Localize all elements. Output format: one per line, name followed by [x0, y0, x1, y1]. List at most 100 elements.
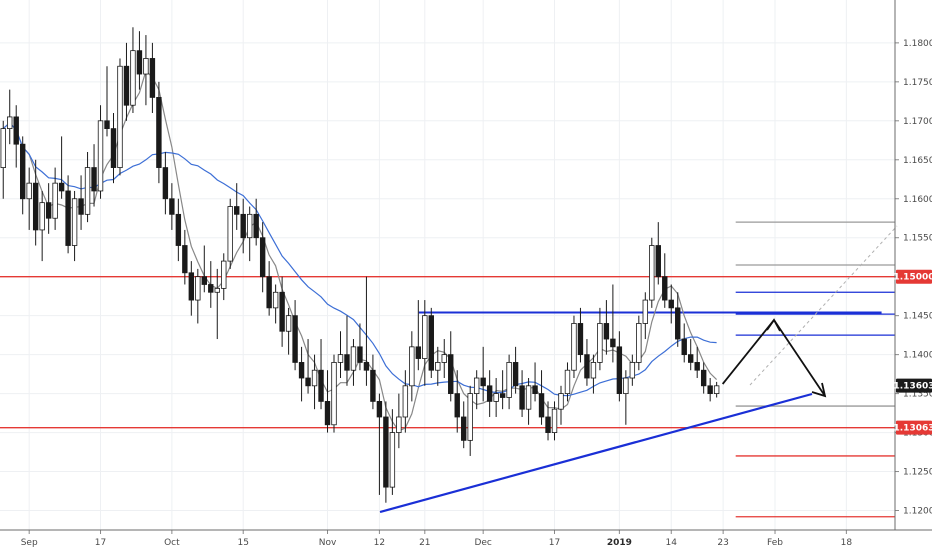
candle — [136, 31, 143, 90]
candle-body-up — [214, 287, 220, 293]
candle — [713, 381, 720, 398]
candle — [65, 175, 71, 254]
candle — [467, 385, 473, 456]
candle — [610, 284, 616, 363]
x-tick-label: 23 — [717, 538, 728, 548]
candle — [285, 307, 292, 355]
candle — [208, 261, 214, 308]
candle-body-up — [246, 213, 253, 239]
candle-body-down — [538, 393, 545, 418]
candle — [272, 284, 279, 324]
price-badge: 1.15000 — [894, 269, 932, 284]
candle — [104, 66, 110, 137]
x-tick-label: 21 — [419, 538, 430, 548]
candle — [441, 339, 447, 379]
candle-body-up — [642, 299, 649, 324]
candle-body-up — [26, 182, 32, 200]
candle-body-down — [499, 393, 506, 398]
candle-body-down — [694, 362, 700, 371]
candle — [694, 346, 700, 379]
candle — [182, 229, 188, 285]
price-badges: 1.15000 1.13603 1.13063 — [894, 269, 932, 435]
candle — [78, 175, 84, 230]
candle-body-up — [71, 198, 78, 246]
candle — [616, 331, 623, 402]
candle-body-down — [610, 338, 616, 348]
candle-body-down — [363, 362, 370, 371]
candle-body-down — [486, 385, 493, 402]
candle — [123, 42, 130, 121]
candle-body-up — [467, 393, 473, 441]
candle-body-down — [512, 362, 519, 387]
candle — [130, 27, 136, 114]
candle — [305, 339, 311, 394]
candle — [221, 253, 227, 301]
candle — [32, 159, 39, 246]
candle-body-up — [227, 206, 233, 262]
candle-body-up — [506, 362, 512, 398]
candle-body-up — [422, 315, 428, 359]
candle — [324, 370, 331, 433]
candle-body-down — [188, 272, 195, 301]
candle — [454, 370, 460, 433]
candle — [422, 300, 428, 386]
candle-body-up — [493, 393, 499, 402]
ascending-trendline — [379, 392, 813, 514]
candle — [435, 346, 441, 386]
candle — [519, 370, 525, 417]
candle — [538, 370, 545, 425]
candle-body-up — [402, 385, 409, 418]
candle — [396, 393, 402, 449]
candle-body-up — [130, 50, 136, 106]
y-tick-label: 1.18000 — [903, 39, 932, 49]
x-tick-label: 17 — [95, 538, 106, 548]
candle — [195, 268, 201, 324]
candle-body-down — [253, 213, 259, 239]
candle-body-down — [532, 385, 538, 395]
candle — [246, 206, 253, 262]
candle — [461, 401, 467, 449]
price-badge-label: 1.13063 — [894, 424, 932, 434]
candle-body-down — [136, 50, 143, 75]
candle — [532, 362, 538, 402]
candle — [525, 378, 532, 425]
candle — [675, 292, 681, 347]
candle — [415, 300, 422, 371]
candle — [259, 222, 266, 293]
candle-body-up — [39, 202, 45, 231]
candle-body-up — [590, 362, 597, 379]
candle — [376, 393, 383, 495]
candle — [311, 354, 318, 410]
x-tick-label: Oct — [164, 538, 180, 548]
candle — [603, 300, 610, 355]
candle — [234, 183, 240, 230]
candle-body-up — [0, 128, 6, 168]
candle — [91, 144, 97, 207]
candle-body-down — [383, 416, 389, 488]
candle-body-down — [19, 143, 26, 200]
candle — [45, 183, 52, 234]
candle — [156, 81, 162, 184]
candle-body-down — [162, 167, 169, 200]
x-tick-label: 2019 — [607, 538, 632, 548]
candle-body-down — [415, 346, 422, 359]
candle — [52, 167, 58, 230]
candle-body-up — [350, 346, 357, 371]
candle-body-up — [285, 315, 292, 332]
candle-body-down — [279, 291, 285, 332]
candle-body-down — [545, 416, 551, 433]
y-tick-label: 1.13500 — [903, 390, 932, 400]
candle — [473, 370, 480, 410]
candle-body-up — [409, 346, 415, 387]
y-tick-label: 1.16500 — [903, 156, 932, 166]
candle-body-up — [629, 362, 636, 379]
candle — [26, 167, 32, 230]
candle-body-down — [123, 65, 130, 106]
candle — [649, 237, 655, 308]
candle-body-up — [389, 432, 396, 488]
forecast-arrow-path — [721, 318, 826, 397]
candle — [253, 198, 259, 246]
candle — [188, 261, 195, 316]
